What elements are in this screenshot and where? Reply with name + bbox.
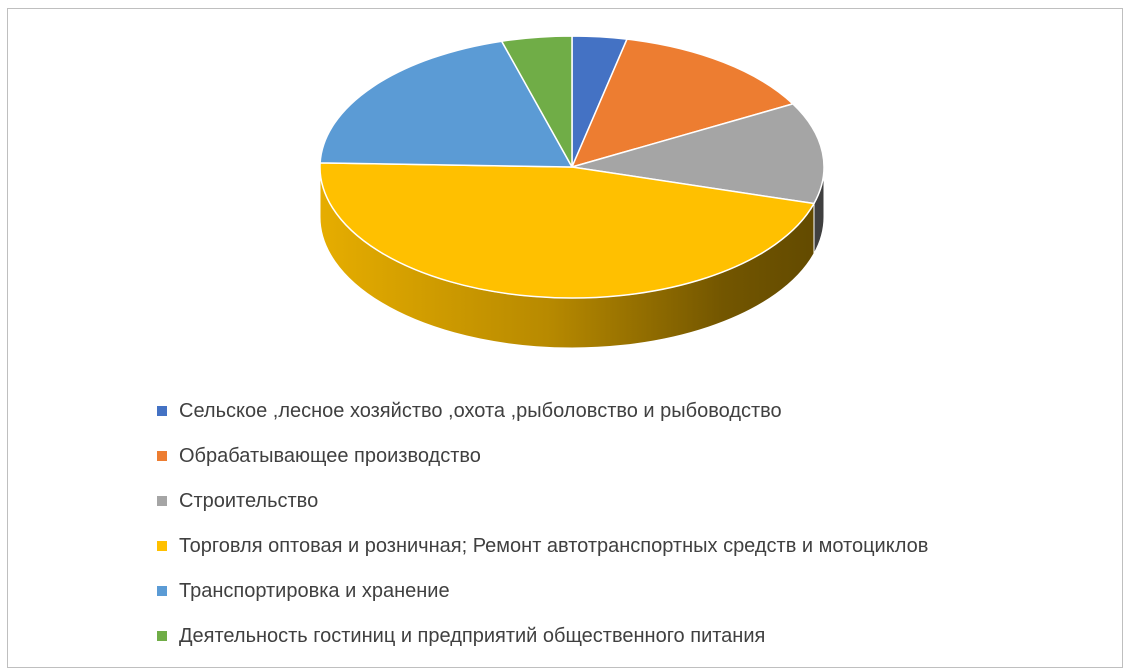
legend-item: Транспортировка и хранение [157,578,928,604]
legend-label: Обрабатывающее производство [179,444,481,467]
pie-slice [319,40,573,168]
legend-swatch [157,451,167,461]
legend-label: Сельское ,лесное хозяйство ,охота ,рыбол… [179,399,782,422]
legend-label: Транспортировка и хранение [179,579,450,602]
pie-slice [571,38,794,168]
legend-swatch [157,541,167,551]
legend: Сельское ,лесное хозяйство ,охота ,рыбол… [157,398,928,668]
legend-swatch [157,631,167,641]
pie-top [319,35,825,299]
legend-item: Сельское ,лесное хозяйство ,охота ,рыбол… [157,398,928,424]
legend-label: Торговля оптовая и розничная; Ремонт авт… [179,534,929,557]
legend-swatch [157,586,167,596]
pie-slice [319,162,815,299]
pie-slice [500,35,573,168]
pie-chart [319,35,825,349]
legend-item: Строительство [157,488,928,514]
legend-swatch [157,496,167,506]
legend-swatch [157,406,167,416]
legend-item: Обрабатывающее производство [157,443,928,469]
pie-depth [319,166,825,349]
legend-label: Строительство [179,489,319,512]
pie-slice [571,103,825,205]
legend-label: Деятельность гостиниц и предприятий обще… [179,624,766,647]
legend-item: Торговля оптовая и розничная; Ремонт авт… [157,533,928,559]
legend-item: Деятельность гостиниц и предприятий обще… [157,623,928,649]
